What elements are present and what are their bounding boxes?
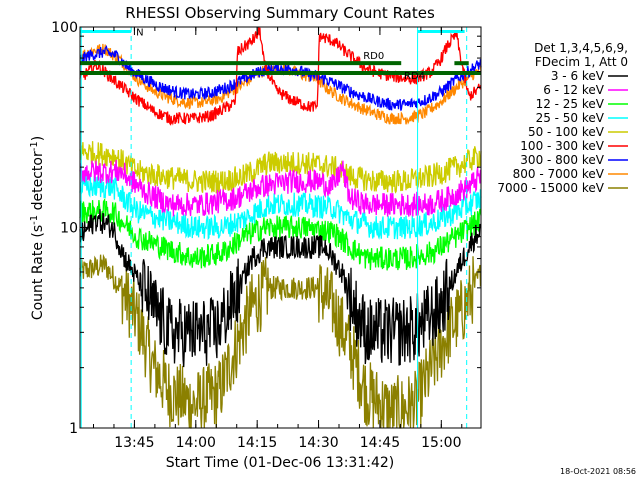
y-axis-label-end: ): [30, 136, 46, 141]
legend-label-1: 3 - 6 keV: [551, 69, 605, 83]
series-line-2: [79, 159, 482, 217]
y-axis-label-mid: detector: [30, 151, 46, 215]
axis-ticks: 13:45 14:00 14:15 14:30 14:45 15:00 1 10 100: [51, 20, 481, 451]
flag-label-rd0: RD0: [363, 51, 384, 62]
chart-title: RHESSI Observing Summary Count Rates: [125, 4, 435, 22]
legend-label-9: 7000 - 15000 keV: [497, 181, 604, 195]
y-tick-label-3: 100: [51, 20, 78, 36]
y-axis-label: Count Rate (s-1 detector-1): [29, 136, 46, 320]
y-tick-label-2: 10: [60, 221, 78, 237]
legend-label-5: 50 - 100 keV: [528, 125, 605, 139]
y-axis-label-sup1: -1: [29, 215, 40, 225]
legend-label-4: 25 - 50 keV: [536, 111, 605, 125]
legend-label-7: 300 - 800 keV: [520, 153, 604, 167]
legend-label-8: 800 - 7000 keV: [513, 167, 605, 181]
legend-label-2: 6 - 12 keV: [543, 83, 605, 97]
series-line-6: [79, 27, 482, 126]
series-line-7: [79, 44, 482, 111]
series-line-4: [79, 174, 482, 241]
series-line-1: [79, 209, 482, 368]
series-line-3: [79, 197, 482, 271]
y-axis-label-sup2: -1: [29, 141, 40, 151]
x-tick-label-3: 14:15: [237, 435, 277, 451]
legend-header-line1: Det 1,3,4,5,6,9,: [534, 41, 628, 55]
x-tick-label-5: 14:45: [360, 435, 400, 451]
x-tick-label-2: 14:00: [176, 435, 216, 451]
timestamp-stamp: 18-Oct-2021 08:56: [560, 467, 636, 476]
y-tick-label-1: 1: [69, 421, 78, 437]
legend-header-line2: FDecim 1, Att 0: [535, 55, 628, 69]
y-axis-label-main: Count Rate (s: [30, 225, 46, 320]
x-tick-label-4: 14:30: [298, 435, 338, 451]
legend-label-3: 12 - 25 keV: [536, 97, 605, 111]
flag-label-n: N: [136, 27, 143, 38]
legend: Det 1,3,4,5,6,9, FDecim 1, Att 0 3 - 6 k…: [497, 41, 628, 195]
x-tick-label-1: 13:45: [114, 435, 154, 451]
flag-label-rd4: RD4: [404, 71, 425, 82]
series-line-5: [79, 141, 482, 194]
x-axis-label: Start Time (01-Dec-06 13:31:42): [166, 455, 394, 471]
x-tick-label-6: 15:00: [421, 435, 461, 451]
series-line-8: [79, 43, 482, 125]
series-line-9: [79, 253, 482, 429]
legend-label-6: 100 - 300 keV: [520, 139, 604, 153]
series-traces: [79, 27, 482, 429]
